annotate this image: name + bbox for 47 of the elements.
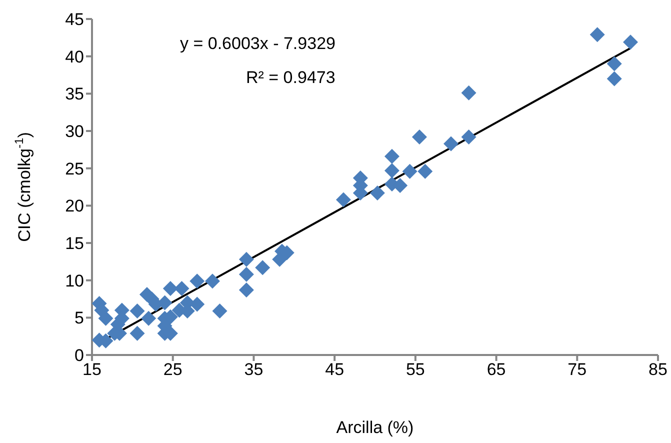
point bbox=[174, 281, 190, 296]
point bbox=[204, 274, 220, 289]
point bbox=[212, 303, 228, 318]
y-tick-label: 20 bbox=[65, 196, 84, 216]
point bbox=[336, 192, 351, 208]
point bbox=[418, 164, 433, 179]
point bbox=[606, 71, 622, 86]
point bbox=[255, 260, 270, 276]
point bbox=[370, 185, 385, 200]
x-tick-label: 45 bbox=[325, 360, 344, 380]
point bbox=[130, 326, 145, 341]
x-tick-label: 85 bbox=[648, 360, 668, 380]
y-tick-label: 10 bbox=[65, 271, 84, 290]
point bbox=[590, 27, 605, 42]
y-tick-label: 30 bbox=[65, 122, 84, 142]
point bbox=[98, 310, 114, 326]
point bbox=[461, 85, 476, 100]
point bbox=[623, 34, 638, 50]
point bbox=[238, 282, 254, 298]
y-tick-label: 0 bbox=[74, 346, 84, 366]
y-tick-label: 40 bbox=[65, 47, 84, 66]
x-tick-label: 75 bbox=[568, 360, 587, 380]
point bbox=[384, 148, 400, 164]
point bbox=[606, 56, 622, 72]
x-tick-label: 25 bbox=[163, 360, 182, 380]
point bbox=[444, 136, 459, 152]
y-tick-label: 35 bbox=[65, 84, 84, 104]
point bbox=[461, 129, 476, 144]
x-tick-label: 35 bbox=[244, 360, 264, 380]
point bbox=[238, 252, 254, 267]
point bbox=[190, 274, 205, 289]
point bbox=[412, 129, 427, 144]
x-tick-label: 55 bbox=[406, 360, 425, 380]
annotation: R² = 0.9473 bbox=[246, 68, 336, 88]
y-tick-label: 15 bbox=[65, 234, 84, 254]
x-tick-label: 65 bbox=[486, 360, 506, 380]
point bbox=[238, 266, 254, 282]
y-tick-label: 25 bbox=[65, 159, 84, 178]
point bbox=[141, 310, 156, 326]
y-tick-label: 45 bbox=[65, 10, 84, 30]
annotation: y = 0.6003x - 7.9329 bbox=[180, 34, 336, 54]
y-tick-label: 5 bbox=[74, 308, 84, 328]
point bbox=[162, 281, 178, 296]
point bbox=[130, 303, 145, 318]
x-axis-title: Arcilla (%) bbox=[336, 418, 414, 437]
point bbox=[402, 164, 418, 179]
point bbox=[384, 163, 400, 178]
